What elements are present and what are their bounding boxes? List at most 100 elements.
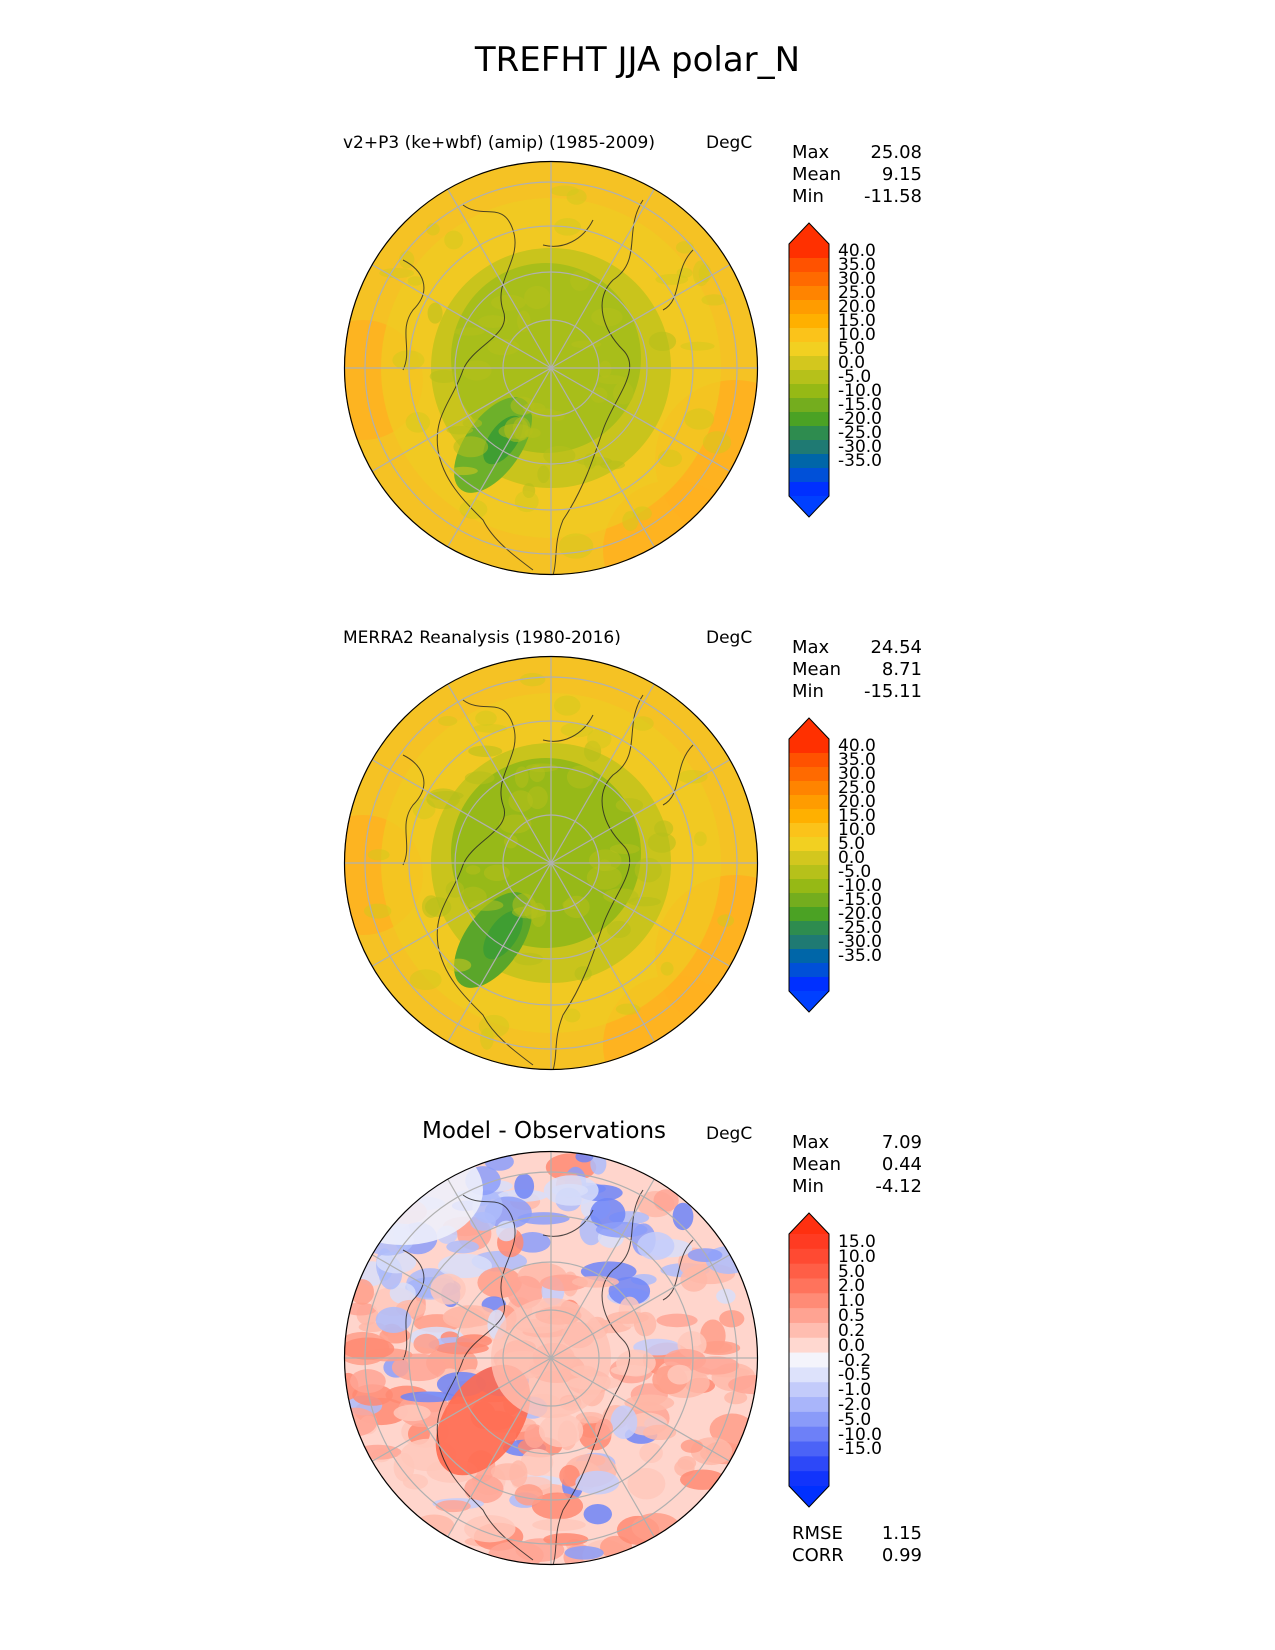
- colorbar-tick-label: 25.0: [838, 283, 876, 303]
- stats-block: Max 24.54 Mean 8.71 Min -15.11: [792, 637, 922, 703]
- field-patch: [692, 260, 710, 287]
- colorbar-tick-label: 0.0: [838, 353, 866, 373]
- colorbar-labels: 40.0 35.0 30.0 25.0 20.0 15.0 10.0 5.0 0.0 -5.0 -1…: [838, 241, 882, 471]
- meridian-line: [446, 862, 552, 1043]
- colorbar-tick-label: 40.0: [838, 241, 876, 261]
- colorbar-segment: [789, 356, 829, 371]
- field-patch: [728, 1375, 758, 1395]
- coastline: [402, 694, 694, 1070]
- colorbar-extend-top: [789, 1213, 829, 1234]
- colorbar-segment: [789, 286, 829, 301]
- field-patch: [465, 865, 481, 875]
- meridian-line: [550, 862, 731, 968]
- max-label: Max: [792, 637, 830, 658]
- field-patch: [702, 431, 732, 454]
- field-patch: [514, 1232, 551, 1253]
- field-patch: [558, 533, 594, 559]
- colorbar-segment: [789, 1456, 829, 1472]
- polar-map: [343, 160, 759, 576]
- corr-label: CORR: [792, 1545, 844, 1566]
- map-boundary: [343, 160, 759, 576]
- field-patch: [648, 331, 677, 352]
- field-patch: [687, 1248, 723, 1263]
- field-patch: [426, 788, 460, 810]
- colorbar-segment: [789, 1322, 829, 1339]
- field-patch: [637, 1231, 675, 1261]
- colorbar-segment: [789, 300, 829, 315]
- colorbar-tick-label: 40.0: [838, 736, 876, 756]
- max-label: Max: [792, 1132, 830, 1153]
- field-patch: [376, 1251, 417, 1274]
- field-patch: [587, 728, 612, 749]
- field-patch: [615, 1003, 641, 1015]
- min-value: -11.58: [863, 186, 922, 207]
- colorbar-tick-label: -30.0: [838, 437, 882, 457]
- colorbar-tick-label: 10.0: [838, 1246, 876, 1267]
- polar-map: [343, 1150, 759, 1566]
- colorbar-tick-label: -15.0: [838, 395, 882, 415]
- field-patch: [459, 886, 487, 908]
- colorbar-segment: [789, 767, 829, 782]
- colorbar-tick-label: -35.0: [838, 451, 882, 471]
- colorbar-segment: [789, 893, 829, 908]
- metrics-block: RMSE 1.15 CORR 0.99: [792, 1523, 922, 1567]
- field-patch: [375, 1306, 412, 1334]
- colorbar-segment: [789, 739, 829, 754]
- meridian-line: [371, 1253, 552, 1359]
- rmse-value: 1.15: [881, 1523, 922, 1544]
- field-patch: [563, 1008, 581, 1023]
- colorbar-tick-label: 20.0: [838, 792, 876, 812]
- map-boundary: [343, 1150, 759, 1566]
- field-patch: [480, 1027, 494, 1050]
- field-patch: [363, 903, 392, 919]
- map-boundary: [343, 655, 759, 1071]
- field-patch: [627, 1468, 666, 1500]
- field-patch: [344, 1302, 377, 1316]
- colorbar-segment: [789, 963, 829, 978]
- field-patch: [438, 1253, 492, 1279]
- field-patch: [429, 369, 459, 383]
- colorbar-segment: [789, 837, 829, 852]
- units-label: DegC: [706, 628, 753, 648]
- field-patch: [570, 270, 590, 292]
- meridian-line: [371, 367, 552, 473]
- field-patch: [444, 230, 464, 250]
- field-patch: [680, 1439, 704, 1453]
- mean-value: 8.71: [881, 659, 922, 680]
- panel-title: Model - Observations: [422, 1118, 667, 1144]
- colorbar-tick-label: 30.0: [838, 764, 876, 784]
- colorbar-tick-label: -20.0: [838, 904, 882, 924]
- field-patch: [632, 506, 652, 521]
- field-patch: [719, 1310, 745, 1328]
- colorbar-tick-label: -15.0: [838, 1439, 882, 1460]
- meridian-line: [550, 263, 731, 369]
- colorbar-segment: [789, 809, 829, 824]
- colorbar-tick-label: 5.0: [838, 834, 866, 854]
- field-patch: [596, 374, 627, 385]
- mean-label: Mean: [792, 659, 842, 680]
- field-patch: [509, 1460, 528, 1487]
- field-patch: [392, 350, 425, 370]
- colorbar-segment: [789, 795, 829, 810]
- colorbar-segment: [789, 1441, 829, 1457]
- field-patch: [583, 1504, 612, 1525]
- colorbar-segment: [789, 468, 829, 483]
- colorbar-labels: 40.0 35.0 30.0 25.0 20.0 15.0 10.0 5.0 0.0 -5.0 -1…: [838, 736, 882, 965]
- colorbar-tick-label: -10.0: [838, 876, 882, 896]
- field-patch: [564, 1546, 604, 1560]
- field-patch: [672, 1202, 694, 1231]
- mean-value: 0.44: [881, 1154, 922, 1175]
- field-patch: [483, 910, 523, 960]
- colorbar-tick-label: 15.0: [838, 311, 876, 331]
- field-patch: [504, 417, 529, 443]
- colorbar-outline: [788, 717, 830, 1013]
- colorbar-segment: [789, 272, 829, 287]
- colorbar-segment: [789, 482, 829, 497]
- field-patch: [513, 952, 544, 966]
- field-patch: [680, 341, 715, 351]
- max-value: 24.54: [870, 637, 922, 658]
- colorbar-outline: [788, 1212, 830, 1508]
- colorbar-tick-label: 0.5: [838, 1306, 866, 1327]
- colorbar-tick-label: -2.0: [838, 1394, 872, 1415]
- colorbar-segment: [789, 454, 829, 469]
